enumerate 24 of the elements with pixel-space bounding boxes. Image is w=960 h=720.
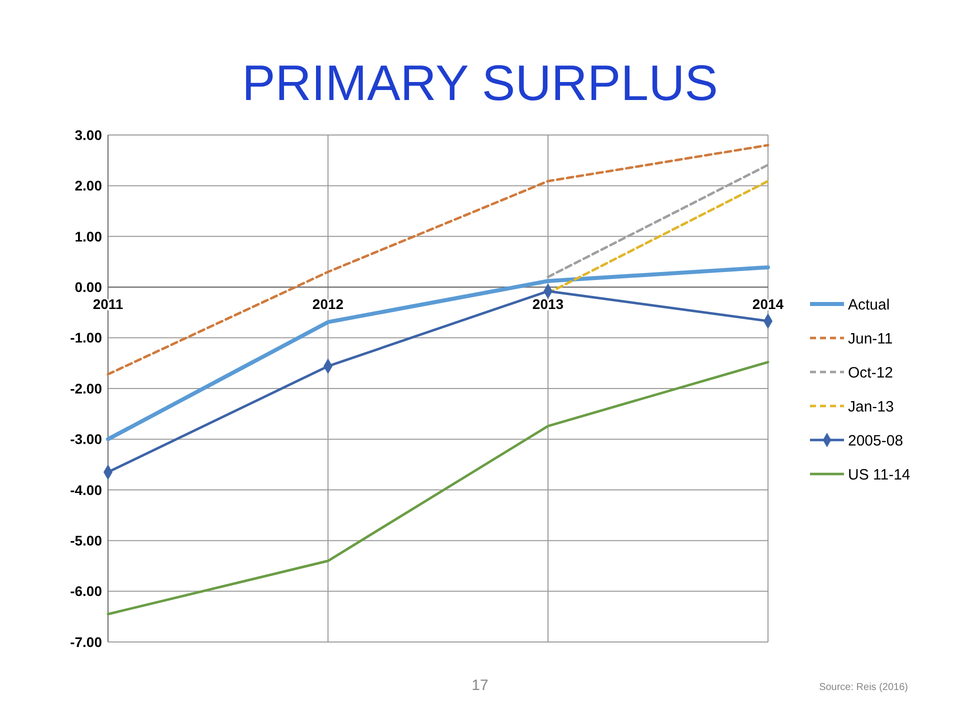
x-tick-label: 2013 (532, 296, 564, 312)
y-tick-label: -5.00 (70, 532, 102, 548)
y-tick-label: -3.00 (70, 431, 102, 448)
y-tick-label: 1.00 (74, 228, 102, 244)
legend-label: US 11-14 (848, 466, 910, 484)
y-tick-label: -1.00 (70, 330, 102, 346)
line-series (106, 360, 770, 616)
y-tick-label: -6.00 (70, 583, 102, 600)
y-tick-label: 0.00 (74, 279, 102, 295)
legend-label: Jan-13 (848, 398, 894, 416)
legend-label: Oct-12 (848, 364, 894, 382)
y-tick-label: -4.00 (70, 482, 102, 498)
legend-label: 2005-08 (848, 432, 904, 450)
y-tick-label: 2.00 (74, 178, 102, 194)
x-tick-label: 2014 (752, 296, 784, 312)
text: 17 (472, 677, 488, 694)
chart-title: PRIMARY SURPLUS (242, 55, 718, 111)
legend-label: Jun-11 (848, 330, 893, 348)
source-note: Source: Reis (2016) (819, 682, 908, 693)
y-tick-label: -7.00 (70, 634, 102, 650)
y-tick-label: 3.00 (74, 126, 102, 143)
y-tick-label: -2.00 (70, 380, 102, 396)
legend-label: Actual (848, 296, 890, 314)
x-tick-label: 2012 (312, 296, 344, 312)
